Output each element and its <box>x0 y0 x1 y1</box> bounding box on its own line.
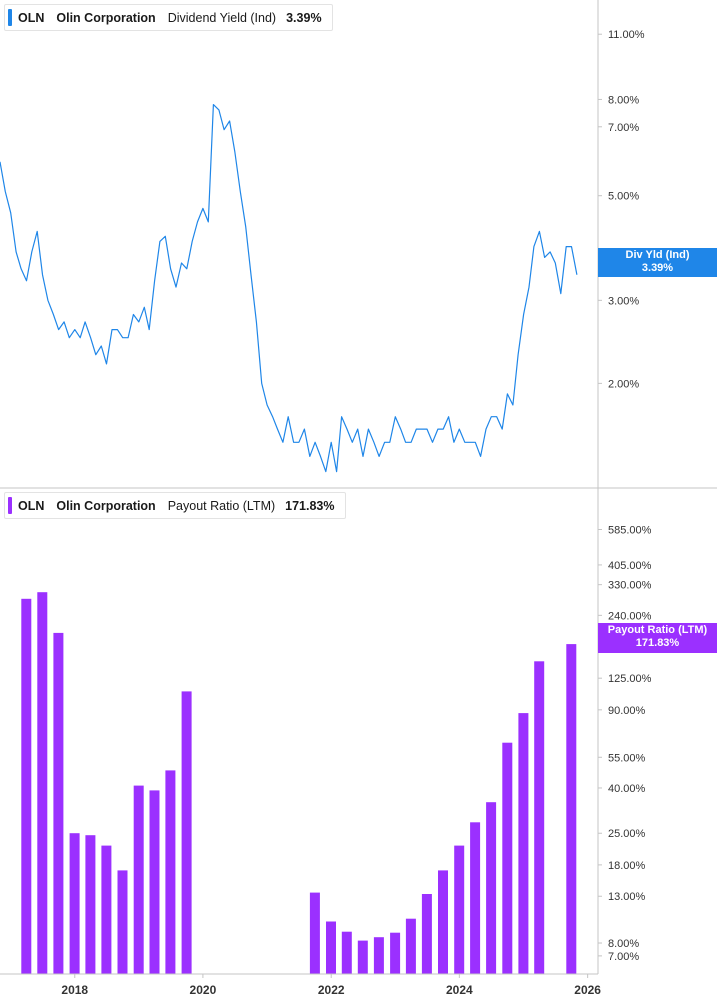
y-tick-label: 55.00% <box>608 752 646 764</box>
legend-ticker: OLN <box>18 498 45 513</box>
legend-company: Olin Corporation <box>56 10 156 25</box>
payout-ratio-bar <box>438 870 448 974</box>
legend-value: 171.83% <box>285 498 335 513</box>
payout-ratio-bar <box>101 845 112 974</box>
y-tick-label: 405.00% <box>608 560 652 572</box>
y-tick-label: 11.00% <box>608 29 645 41</box>
payout-ratio-bar <box>326 921 336 974</box>
payout-ratio-bar <box>21 598 32 974</box>
y-tick-label: 40.00% <box>608 783 646 795</box>
payout-ratio-bar <box>133 785 144 974</box>
payout-ratio-panel: 585.00% 405.00% 330.00% 240.00% 125.00% 90.00… <box>21 525 652 974</box>
dividend-yield-panel: 11.00% 8.00% 7.00% 5.00% 3.00% 2.00% <box>0 29 645 473</box>
payout-ratio-bar <box>566 644 577 974</box>
x-tick-label: 2018 <box>61 983 88 997</box>
dividend-yield-line <box>0 104 578 473</box>
payout-ratio-bar <box>502 742 513 974</box>
legend-metric: Dividend Yield (Ind) <box>167 10 277 25</box>
x-tick-label: 2024 <box>446 983 473 997</box>
x-tick-label: 2022 <box>318 983 345 997</box>
y-tick-label: 25.00% <box>608 828 646 840</box>
legend-company: Olin Corporation <box>56 498 156 513</box>
payout-ratio-bar <box>373 937 384 974</box>
payout-ratio-bar <box>341 931 352 974</box>
payout-ratio-swatch <box>8 497 12 514</box>
x-tick-label: 2026 <box>574 983 601 997</box>
y-tick-label: 5.00% <box>608 191 639 203</box>
y-tick-label: 8.00% <box>608 94 639 106</box>
chart-frame <box>0 0 717 974</box>
callout-value: 171.83% <box>635 637 680 649</box>
y-tick-label: 3.00% <box>608 295 639 307</box>
y-tick-label: 330.00% <box>608 580 652 592</box>
payout-ratio-bar <box>149 790 160 974</box>
dividend-yield-swatch <box>8 9 12 26</box>
y-tick-label: 7.00% <box>608 122 639 134</box>
y-tick-label: 7.00% <box>608 951 639 963</box>
payout-ratio-bar <box>165 770 176 974</box>
dividend-yield-callout: Div Yld (Ind) 3.39% <box>598 248 717 277</box>
y-tick-label: 240.00% <box>608 610 652 622</box>
payout-ratio-bar <box>69 833 80 974</box>
payout-ratio-bar <box>181 691 192 974</box>
y-tick-label: 13.00% <box>608 891 646 903</box>
payout-ratio-bar <box>117 870 128 974</box>
payout-ratio-bar <box>518 713 529 974</box>
y-tick-label: 125.00% <box>608 673 652 685</box>
y-tick-label: 2.00% <box>608 378 639 390</box>
payout-ratio-bar <box>405 918 416 974</box>
y-tick-label: 585.00% <box>608 525 652 537</box>
payout-ratio-legend: OLN Olin Corporation Payout Ratio (LTM) … <box>4 492 346 519</box>
y-tick-label: 90.00% <box>608 705 646 717</box>
legend-value: 3.39% <box>286 10 322 25</box>
y-tick-label: 8.00% <box>608 938 639 950</box>
y-tick-label: 18.00% <box>608 860 646 872</box>
payout-ratio-bar <box>309 892 320 974</box>
payout-ratio-bar <box>53 632 64 974</box>
payout-ratio-bar <box>85 835 96 974</box>
legend-metric: Payout Ratio (LTM) <box>167 498 276 513</box>
payout-ratio-bar <box>390 932 401 974</box>
legend-ticker: OLN <box>18 10 45 25</box>
callout-label: Div Yld (Ind) <box>625 249 690 261</box>
callout-label: Payout Ratio (LTM) <box>607 624 708 636</box>
x-axis: 2018 2020 2022 2024 2026 <box>0 973 601 997</box>
payout-ratio-bar <box>454 845 465 974</box>
payout-ratio-bar <box>486 802 497 974</box>
payout-ratio-bar <box>421 894 432 974</box>
payout-ratio-callout: Payout Ratio (LTM) 171.83% <box>598 623 717 653</box>
payout-ratio-bar <box>357 940 368 974</box>
callout-value: 3.39% <box>641 262 674 274</box>
payout-ratio-bar <box>37 592 48 974</box>
payout-ratio-bar <box>470 822 481 974</box>
x-tick-label: 2020 <box>190 983 217 997</box>
payout-ratio-bar <box>534 661 545 974</box>
dividend-yield-legend: OLN Olin Corporation Dividend Yield (Ind… <box>4 4 333 31</box>
